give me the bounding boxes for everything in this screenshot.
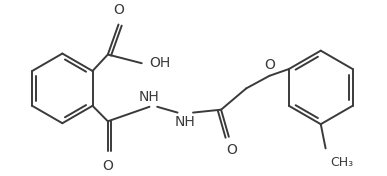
Text: O: O [226, 143, 237, 157]
Text: OH: OH [149, 56, 171, 70]
Text: O: O [103, 159, 113, 173]
Text: O: O [264, 58, 275, 72]
Text: CH₃: CH₃ [330, 156, 354, 169]
Text: O: O [113, 3, 124, 17]
Text: NH: NH [139, 90, 160, 104]
Text: NH: NH [175, 115, 196, 130]
